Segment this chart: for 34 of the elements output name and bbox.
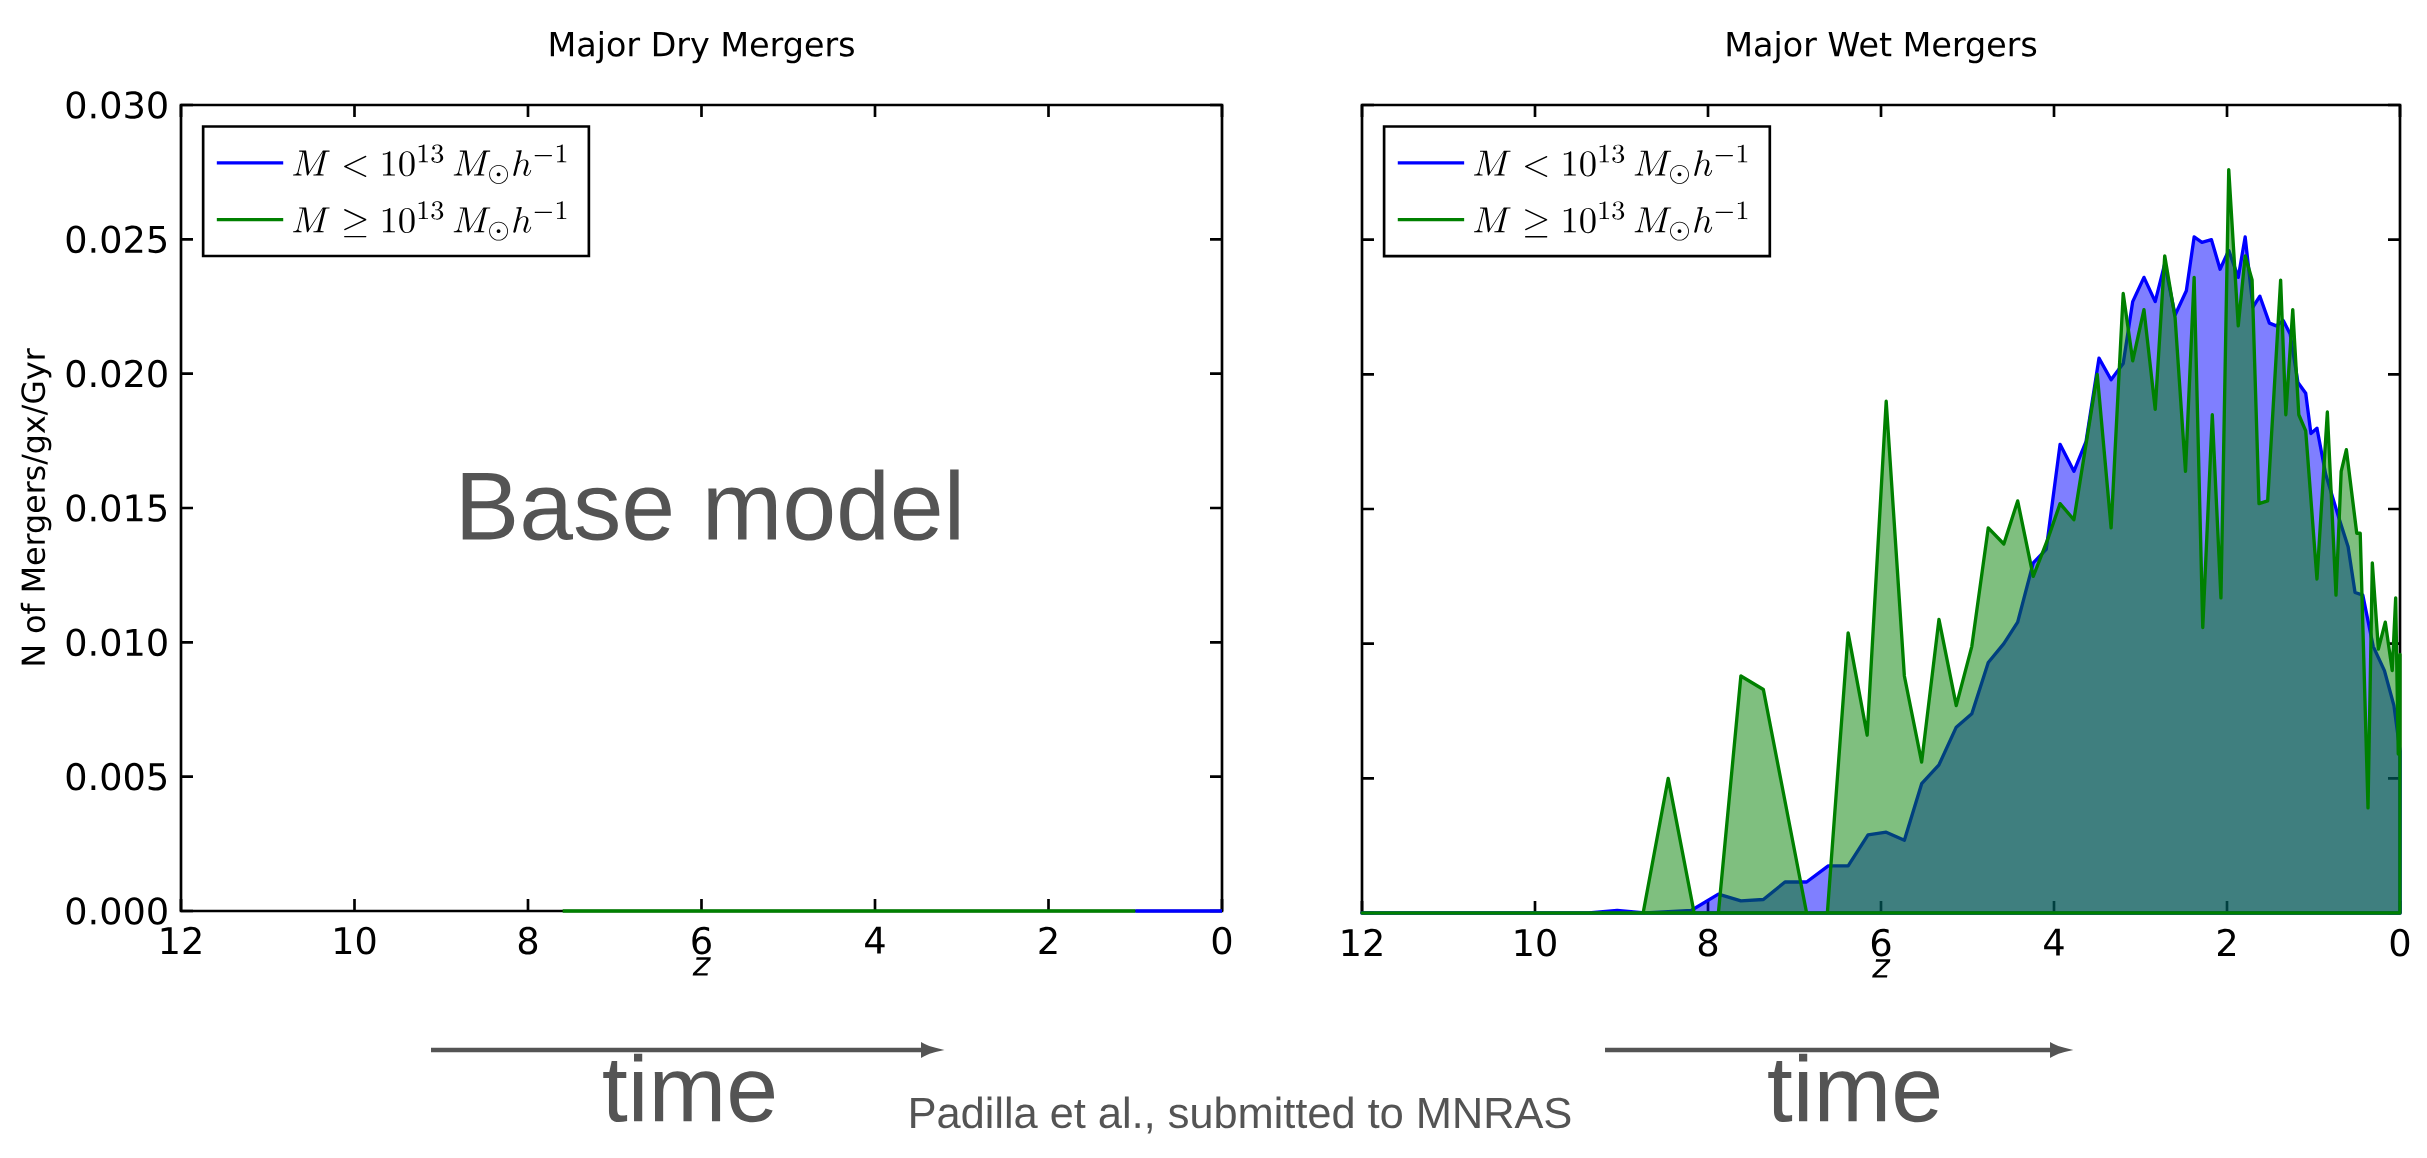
y-axis-title: N of Mergers/gx/Gyr	[20, 348, 52, 665]
text: time	[1768, 1053, 1939, 1123]
x-tick-label: 2	[1039, 926, 1057, 954]
text: Padilla et al., submitted to MNRAS	[911, 1096, 1571, 1134]
x-tick-label: 12	[1342, 928, 1382, 956]
legend-label: $M<10^{13}\,M_{\odot}h^{-1}$	[293, 144, 567, 184]
x-tick-label: 0	[2390, 928, 2410, 957]
x-tick-label: 12	[161, 926, 201, 954]
x-tick-label: 6	[692, 926, 711, 955]
x-tick-label: 8	[518, 926, 538, 955]
x-tick-label: 2	[2218, 928, 2235, 956]
x-tick-label: 4	[2044, 928, 2064, 956]
x-tick-label: 10	[1515, 928, 1556, 957]
annotation: Base model	[462, 469, 959, 541]
y-tick-label: 0.025	[66, 225, 166, 254]
x-axis-title: z	[692, 957, 711, 976]
y-tick-label: 0.005	[66, 762, 166, 791]
legend-label: $M\geq 10^{13}\,M_{\odot}h^{-1}$	[293, 201, 567, 241]
x-tick-label: 0	[1212, 926, 1232, 955]
y-tick-label: 0.010	[66, 628, 167, 657]
x-tick-label: 8	[1698, 928, 1718, 957]
chart-title: Major Wet Mergers	[1727, 30, 2037, 64]
y-tick-label: 0.000	[66, 897, 167, 925]
y-tick-label: 0.020	[66, 359, 167, 388]
text: time	[603, 1053, 774, 1123]
x-tick-label: 10	[335, 926, 376, 955]
x-tick-label: 4	[865, 926, 885, 954]
x-axis-title: z	[1872, 959, 1891, 978]
x-tick-label: 6	[1871, 928, 1891, 957]
chart-title: Major Dry Mergers	[550, 30, 854, 64]
legend-label: $M\geq 10^{13}\,M_{\odot}h^{-1}$	[1474, 201, 1748, 241]
legend-label: $M<10^{13}\,M_{\odot}h^{-1}$	[1474, 144, 1748, 184]
y-tick-label: 0.015	[66, 494, 166, 522]
y-tick-label: 0.030	[66, 91, 167, 119]
